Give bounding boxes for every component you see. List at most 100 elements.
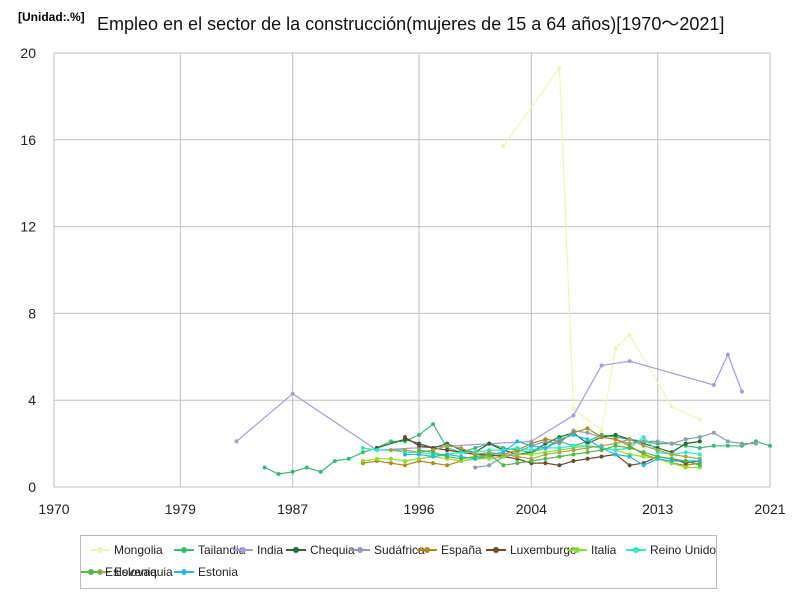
legend-item: Tailandia	[174, 543, 245, 557]
data-point	[697, 435, 702, 440]
legend-label: Italia	[591, 543, 617, 557]
data-point	[613, 452, 618, 457]
data-point	[711, 443, 716, 448]
data-point	[669, 404, 674, 409]
data-point	[374, 448, 379, 453]
legend-swatch	[233, 546, 253, 554]
data-point	[388, 448, 393, 453]
legend-item: Italia	[567, 543, 616, 557]
data-point	[445, 454, 450, 459]
data-point	[529, 452, 534, 457]
legend-label: India	[257, 543, 284, 557]
x-tick-label: 2004	[516, 501, 547, 517]
data-point	[557, 450, 562, 455]
data-point	[613, 346, 618, 351]
legend-label: Mongolia	[114, 543, 163, 557]
data-point	[487, 456, 492, 461]
data-point	[262, 465, 267, 470]
data-point	[529, 458, 534, 463]
data-point	[515, 461, 520, 466]
data-point	[290, 391, 295, 396]
y-tick-label: 4	[28, 392, 36, 408]
y-tick-label: 16	[20, 132, 36, 148]
data-point	[683, 454, 688, 459]
legend-item: Sudáfrica	[350, 543, 425, 557]
data-point	[445, 443, 450, 448]
data-point	[276, 471, 281, 476]
data-point	[360, 445, 365, 450]
data-point	[613, 448, 618, 453]
data-point	[641, 435, 646, 440]
data-point	[585, 426, 590, 431]
legend-item: Mongolia	[90, 543, 163, 557]
data-point	[501, 144, 506, 149]
data-point	[417, 456, 422, 461]
data-point	[360, 450, 365, 455]
x-tick-label: 1987	[277, 501, 308, 517]
data-point	[402, 435, 407, 440]
legend-label: Tailandia	[198, 543, 246, 557]
data-point	[683, 450, 688, 455]
data-point	[501, 463, 506, 468]
data-point	[473, 465, 478, 470]
data-point	[627, 463, 632, 468]
data-point	[627, 359, 632, 364]
data-point	[388, 461, 393, 466]
legend-label: Sudáfrica	[374, 543, 425, 557]
data-point	[487, 452, 492, 457]
legend-swatch	[486, 546, 506, 554]
data-point	[431, 422, 436, 427]
data-point	[655, 439, 660, 444]
series-line	[404, 436, 700, 466]
data-point	[571, 458, 576, 463]
data-point	[599, 428, 604, 433]
legend-label: Luxemburgo	[510, 543, 577, 557]
data-point	[543, 445, 548, 450]
data-point	[697, 458, 702, 463]
data-point	[585, 430, 590, 435]
legend-swatch	[174, 568, 194, 576]
data-point	[332, 458, 337, 463]
data-point	[655, 448, 660, 453]
series-line	[502, 66, 701, 432]
data-point	[739, 389, 744, 394]
legend-swatch	[567, 546, 587, 554]
legend-swatch	[174, 546, 194, 554]
data-point	[290, 469, 295, 474]
data-point	[402, 463, 407, 468]
data-point	[669, 452, 674, 457]
legend-label: Chequia	[310, 543, 355, 557]
legend-label: Eslovenia	[105, 565, 158, 579]
data-point	[627, 454, 632, 459]
data-point	[473, 445, 478, 450]
chart-title: Empleo en el sector de la construcción(m…	[97, 14, 725, 34]
x-tick-label: 1970	[38, 501, 69, 517]
series-lines	[234, 66, 772, 476]
data-point	[641, 450, 646, 455]
data-point	[669, 441, 674, 446]
data-point	[234, 439, 239, 444]
data-point	[417, 452, 422, 457]
data-point	[431, 454, 436, 459]
legend-label: España	[441, 543, 482, 557]
data-point	[529, 448, 534, 453]
data-point	[388, 456, 393, 461]
data-point	[417, 432, 422, 437]
data-point	[697, 452, 702, 457]
x-tick-label: 2013	[642, 501, 673, 517]
data-point	[473, 454, 478, 459]
data-point	[529, 443, 534, 448]
legend: Mongolia Tailandia India Chequia Sudáfrica Es…	[80, 535, 717, 589]
data-point	[725, 352, 730, 357]
data-point	[374, 456, 379, 461]
data-point	[571, 432, 576, 437]
data-point	[599, 448, 604, 453]
y-tick-label: 0	[28, 479, 36, 495]
data-point	[571, 443, 576, 448]
series-mongolia	[501, 66, 702, 433]
data-point	[543, 456, 548, 461]
legend-item: Luxemburgo	[486, 543, 577, 557]
legend-item: Chequia	[286, 543, 355, 557]
data-point	[571, 448, 576, 453]
data-point	[627, 333, 632, 338]
